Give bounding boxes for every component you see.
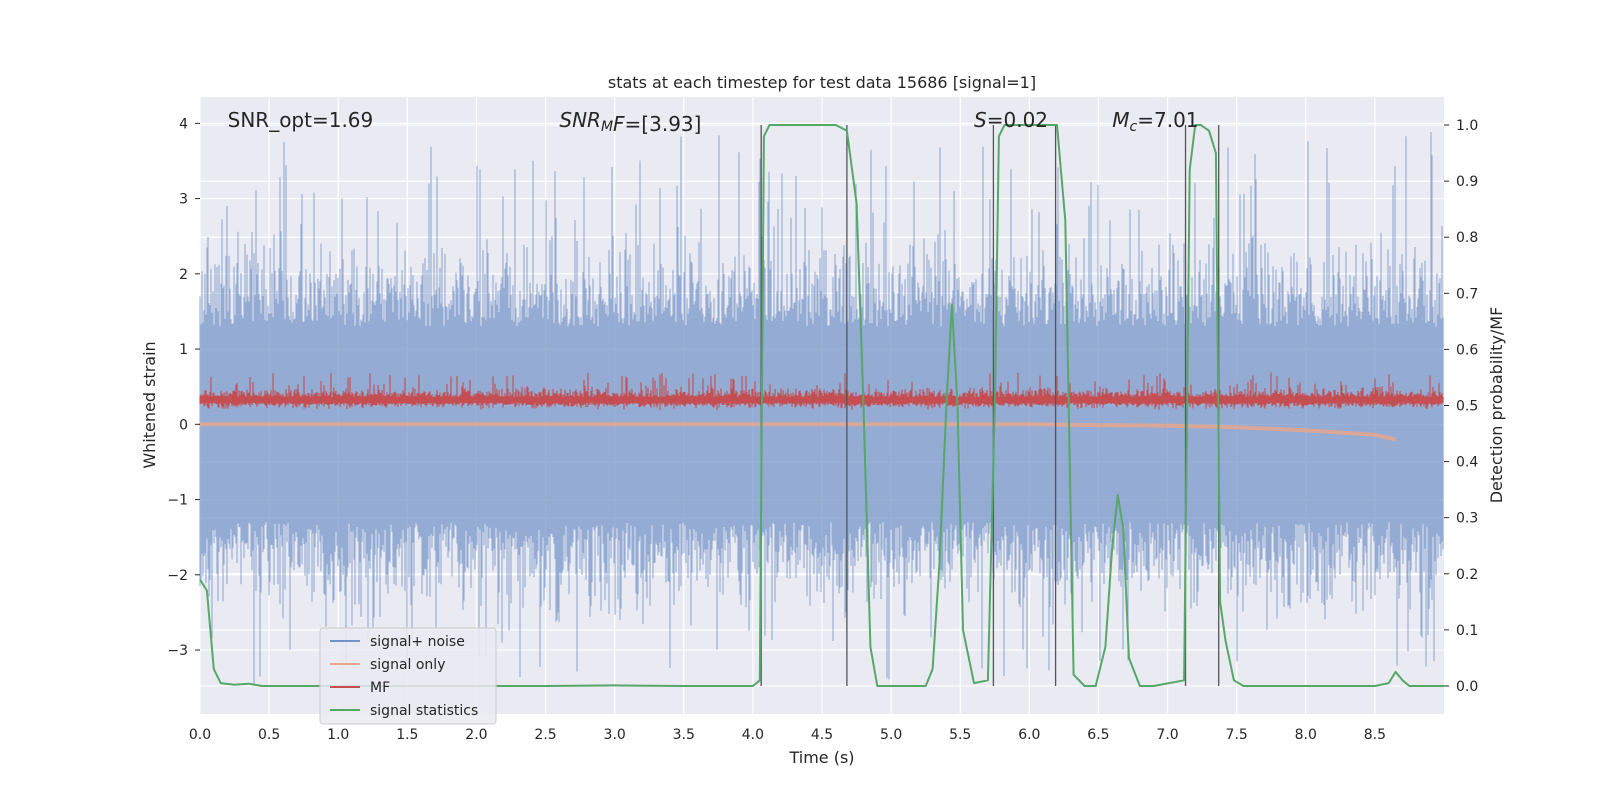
x-tick-label: 6.0 (1018, 727, 1040, 743)
y-left-tick-label: 3 (179, 192, 188, 208)
x-tick-label: 0.0 (189, 727, 211, 743)
y-right-tick-label: 0.8 (1456, 230, 1478, 246)
y-right-tick-label: 0.7 (1456, 286, 1478, 302)
signal-statistics-line (199, 124, 1444, 687)
y-right-tick-label: 0.3 (1456, 511, 1478, 527)
x-tick-label: 3.5 (673, 727, 695, 743)
mf-trace (199, 372, 1444, 411)
x-tick-label: 7.5 (1226, 727, 1248, 743)
x-tick-label: 5.5 (949, 727, 971, 743)
legend-label-signal-only: signal only (370, 657, 445, 673)
legend-box (319, 627, 497, 725)
x-tick-label: 4.5 (811, 727, 833, 743)
chart-title: stats at each timestep for test data 156… (608, 73, 1036, 92)
y-right-tick-label: 0.4 (1456, 455, 1478, 471)
x-tick-label: 4.0 (742, 727, 764, 743)
annotations: SNR_opt=1.69 SNRMF=[3.93] S=0.02 Mc=7.01 (228, 108, 1199, 136)
x-tick-label: 8.0 (1295, 727, 1317, 743)
annotation-snr-mf: SNRMF=[3.93] (559, 108, 701, 136)
y-right-tick-label: 0.5 (1456, 399, 1478, 415)
signal-statistics-series (199, 124, 1444, 687)
y-left-tick-label: −3 (167, 643, 188, 659)
x-tick-label: 5.0 (880, 727, 902, 743)
y-left-tick-label: −1 (167, 493, 188, 509)
x-axis-label: Time (s) (788, 748, 854, 767)
annotation-s: S=0.02 (974, 108, 1048, 132)
legend-label-mf: MF (370, 680, 390, 696)
y-left-tick-label: 1 (179, 342, 188, 358)
x-tick-label: 0.5 (258, 727, 280, 743)
y-right-tick-label: 0.1 (1456, 623, 1478, 639)
x-tick-label: 2.0 (465, 727, 487, 743)
y-axis-right-label: Detection probability/MF (1487, 307, 1506, 504)
x-tick-label: 1.0 (327, 727, 349, 743)
annotation-snr-opt: SNR_opt=1.69 (228, 108, 374, 132)
x-tick-label: 2.5 (534, 727, 556, 743)
y-right-tick-label: 0.9 (1456, 174, 1478, 190)
y-left-tick-label: 0 (179, 417, 188, 433)
annotation-mc: Mc=7.01 (1112, 108, 1198, 135)
x-tick-label: 3.0 (604, 727, 626, 743)
right-y-axis-ticks: 0.0 0.1 0.2 0.3 0.4 0.5 0.6 0.7 0.8 0.9 1.0 (1444, 118, 1478, 695)
y-left-tick-label: −2 (167, 568, 188, 584)
left-y-axis-ticks: −3 −2 −1 0 1 2 3 4 (167, 116, 200, 659)
y-right-tick-label: 0.2 (1456, 567, 1478, 583)
legend-label-signal-noise: signal+ noise (370, 634, 465, 650)
legend: signal+ noise signal only MF signal stat… (319, 627, 497, 725)
signal-only-line (200, 422, 1397, 442)
legend-label-signal-statistics: signal statistics (370, 703, 478, 719)
y-axis-left-label: Whitened strain (140, 341, 159, 468)
x-tick-label: 1.5 (396, 727, 418, 743)
x-tick-label: 7.0 (1156, 727, 1178, 743)
mf-series (199, 372, 1444, 411)
y-right-tick-label: 0.6 (1456, 342, 1478, 358)
y-right-tick-label: 1.0 (1456, 118, 1478, 134)
signal-noise-series (199, 132, 1444, 685)
x-tick-label: 6.5 (1087, 727, 1109, 743)
y-right-tick-label: 0.0 (1456, 679, 1478, 695)
y-left-tick-label: 2 (179, 267, 188, 283)
x-tick-label: 8.5 (1364, 727, 1386, 743)
x-axis-ticks: 0.0 0.5 1.0 1.5 2.0 2.5 3.0 3.5 4.0 4.5 5.0 5.5 6.0 6… (189, 727, 1386, 743)
signal-noise-trace (199, 132, 1444, 685)
y-left-tick-label: 4 (179, 116, 188, 132)
signal-only-series (200, 422, 1397, 442)
